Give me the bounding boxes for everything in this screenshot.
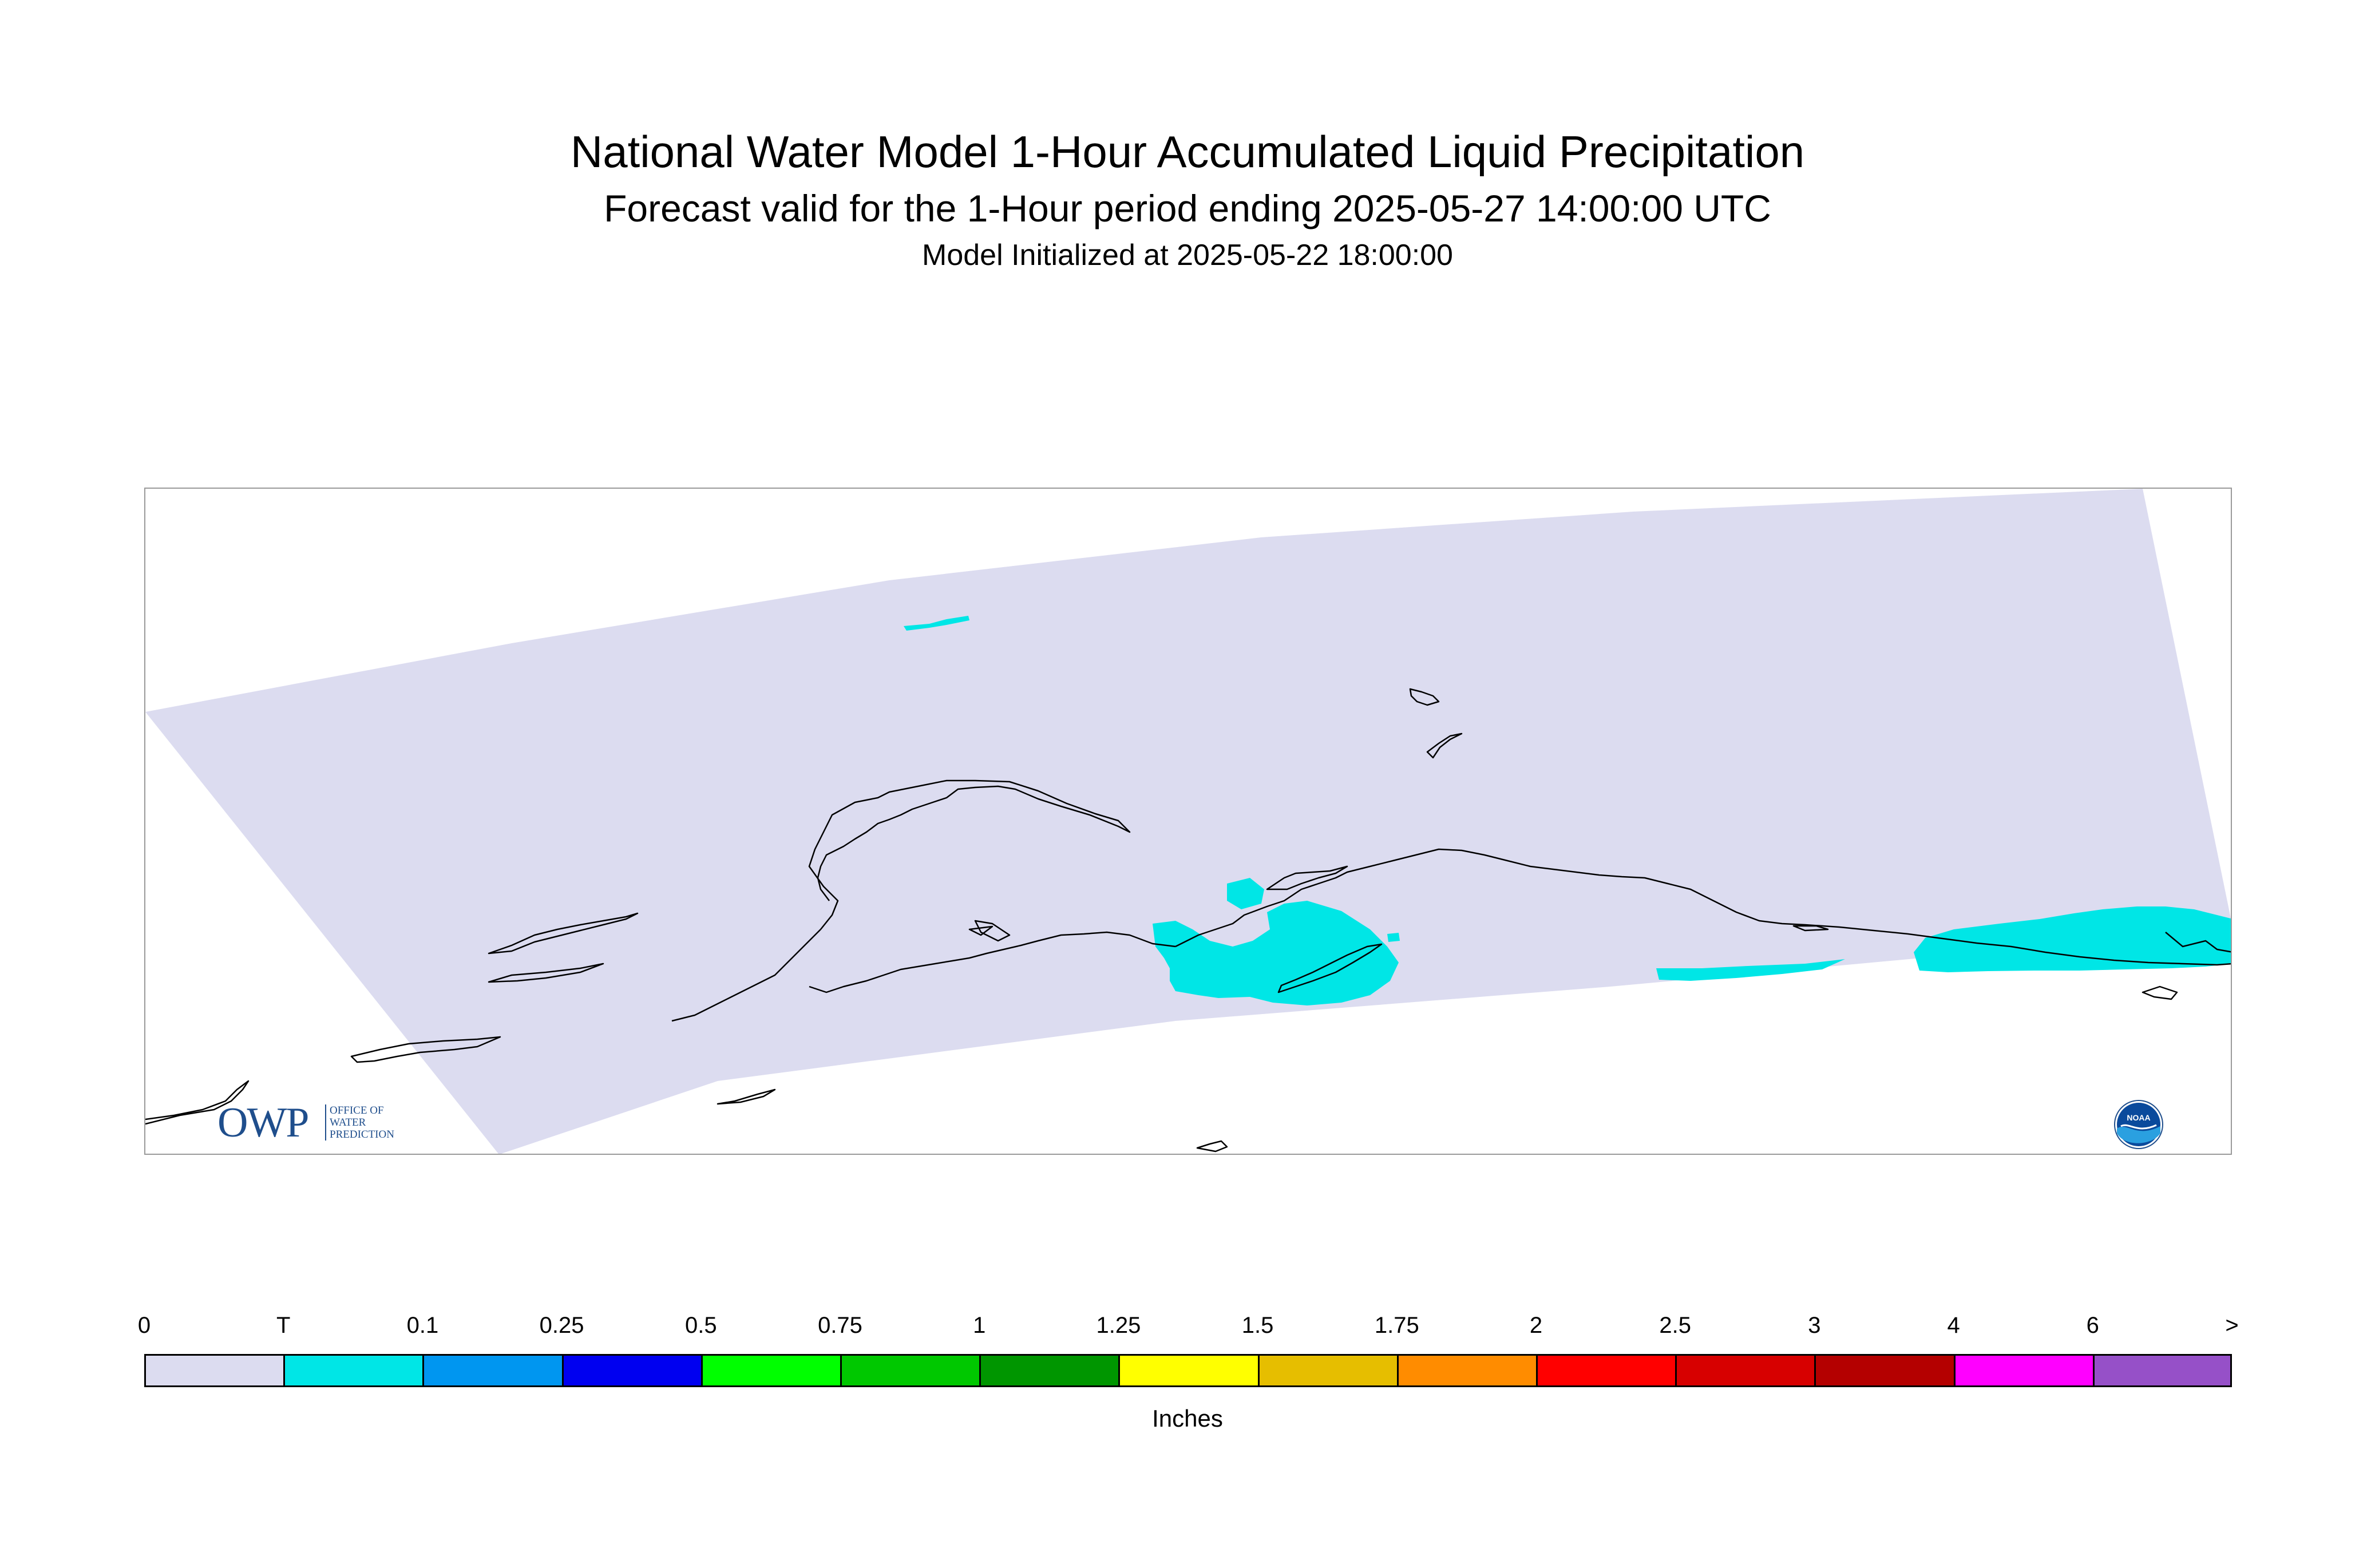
coast-alaska-lake — [974, 920, 1011, 942]
noaa-logo-text: NOAA — [2127, 1113, 2150, 1122]
legend-tick-label: 6 — [2086, 1313, 2099, 1338]
legend-tick-label: 1 — [973, 1313, 986, 1338]
legend-swatch — [1396, 1354, 1538, 1387]
legend-tick-label: 2.5 — [1659, 1313, 1691, 1338]
legend-swatch — [2092, 1354, 2232, 1387]
coast-arctic-island-2 — [1426, 732, 1463, 759]
legend-tick-label: 0.5 — [684, 1313, 717, 1338]
coast-arctic-island-1 — [1409, 688, 1440, 706]
legend-swatch — [1675, 1354, 1816, 1387]
legend-swatch — [1814, 1354, 1956, 1387]
owp-logo-line-3: PREDICTION — [330, 1129, 394, 1141]
legend-tick-label: 0 — [137, 1313, 151, 1338]
coast-east-canada — [2165, 932, 2231, 953]
legend-tick-label: > — [2225, 1313, 2239, 1338]
forecast-valid-subtitle: Forecast valid for the 1-Hour period end… — [604, 187, 1771, 229]
trace-area-kodiak — [1153, 901, 1399, 1005]
legend-swatch — [422, 1354, 564, 1387]
model-domain-area — [145, 489, 2231, 1154]
coast-far-southwest — [145, 1080, 250, 1125]
coast-nunivak — [350, 1036, 501, 1063]
map-canvas — [145, 489, 2231, 1154]
coast-southeast — [2142, 985, 2178, 1000]
legend-tick-label: T — [276, 1313, 291, 1338]
legend-swatch — [1953, 1354, 2095, 1387]
owp-logo-subtitle: OFFICE OF WATER PREDICTION — [325, 1104, 394, 1141]
legend-swatch — [144, 1354, 286, 1387]
coast-bristol-bay — [671, 929, 821, 1022]
legend-swatch — [1536, 1354, 1677, 1387]
coast-cook-inlet — [1175, 848, 2231, 966]
legend-tick-label: 1.25 — [1096, 1313, 1141, 1338]
legend-swatch — [283, 1354, 425, 1387]
coast-kodiak — [1277, 943, 1383, 993]
legend-tick-label: 1.5 — [1241, 1313, 1274, 1338]
chart-title: National Water Model 1-Hour Accumulated … — [570, 126, 1805, 177]
coast-southwest-tail — [717, 1088, 776, 1105]
legend-tick-label: 3 — [1808, 1313, 1821, 1338]
coast-lake-2 — [968, 925, 993, 936]
trace-area-kodiak-inner — [1227, 878, 1264, 909]
legend-swatch — [979, 1354, 1121, 1387]
owp-logo-line-2: WATER — [330, 1116, 366, 1129]
legend-swatch — [700, 1354, 842, 1387]
trace-area-arctic — [904, 616, 969, 631]
legend-swatch — [840, 1354, 981, 1387]
coast-peninsula-north — [808, 779, 1131, 930]
owp-logo-line-1: OFFICE OF — [330, 1104, 384, 1116]
legend-tick-label: 0.75 — [818, 1313, 862, 1338]
owp-logo-wordmark: OWP — [217, 1099, 309, 1146]
coast-gulf-kenai — [1266, 865, 1348, 890]
model-initialized-subtitle: Model Initialized at 2025-05-22 18:00:00 — [922, 239, 1453, 272]
owp-logo: OWP OFFICE OF WATER PREDICTION — [217, 1100, 423, 1146]
coast-st-lawrence — [1196, 1140, 1228, 1153]
legend-tick-label: 0.25 — [539, 1313, 584, 1338]
legend-tick-label: 4 — [1947, 1313, 1960, 1338]
trace-precipitation-areas — [904, 616, 2231, 1005]
legend-tick-label: 0.1 — [406, 1313, 439, 1338]
legend-tick-label: 1.75 — [1374, 1313, 1419, 1338]
noaa-logo: NOAA — [2113, 1099, 2164, 1150]
noaa-logo-icon: NOAA — [2114, 1100, 2163, 1149]
coastlines — [145, 688, 2231, 1153]
trace-area-gulf — [1656, 959, 1845, 981]
coast-island-se — [1792, 925, 1829, 932]
legend-swatch — [561, 1354, 703, 1387]
coast-peninsula-south — [809, 931, 1176, 993]
legend-swatch — [1257, 1354, 1399, 1387]
trace-area-gulf-east — [1914, 906, 2231, 972]
coast-islands-west — [488, 963, 604, 983]
trace-area-small-island — [1387, 933, 1400, 942]
coast-island-northwest — [488, 912, 639, 955]
legend-unit-label: Inches — [1152, 1405, 1223, 1432]
precipitation-map — [144, 488, 2232, 1155]
legend-tick-label: 2 — [1529, 1313, 1543, 1338]
legend-swatch — [1118, 1354, 1260, 1387]
